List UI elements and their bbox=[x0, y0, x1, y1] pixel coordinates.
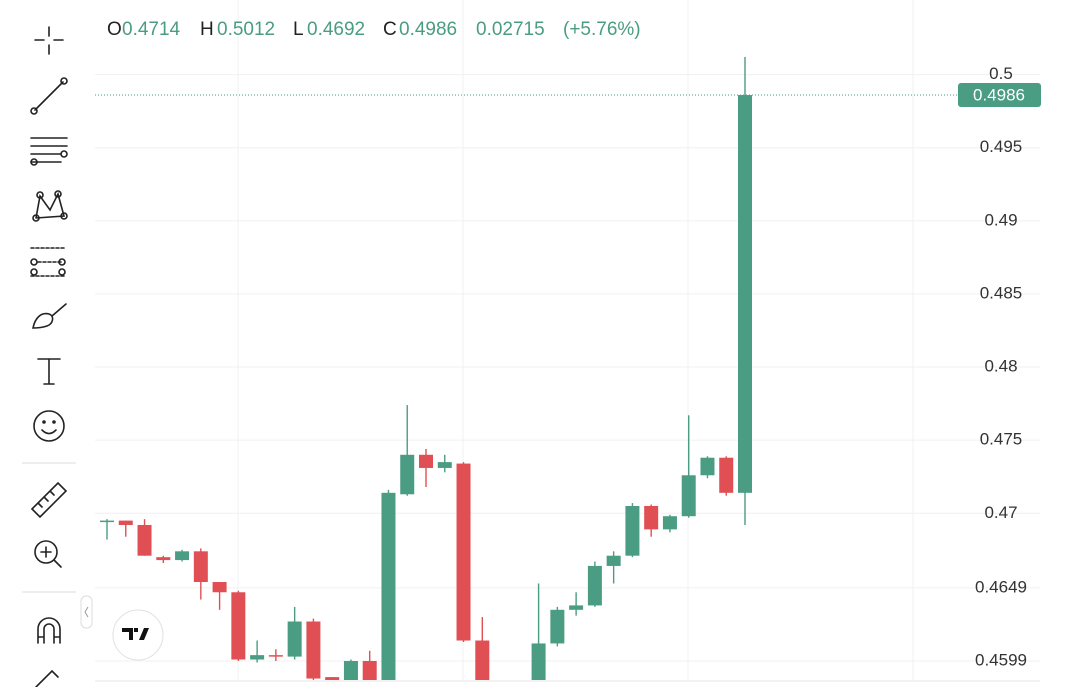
candle-body bbox=[531, 643, 546, 680]
candle-body bbox=[306, 621, 321, 679]
legend-label: H bbox=[200, 19, 214, 40]
candle-body bbox=[137, 524, 152, 556]
candle-body bbox=[250, 655, 265, 660]
legend-change-percent: (+5.76%) bbox=[563, 19, 641, 40]
toolbar bbox=[22, 26, 164, 688]
candle-body bbox=[419, 454, 433, 468]
candle-body bbox=[343, 660, 358, 680]
candle-body bbox=[175, 551, 190, 561]
last-price-label: 0.4986 bbox=[973, 86, 1025, 105]
y-tick-label: 0.495 bbox=[980, 137, 1023, 156]
candle-body bbox=[156, 557, 171, 561]
y-axis: 0.5 0.495 0.49 0.485 0.48 0.475 0.47 0.4649 0.45… bbox=[975, 64, 1027, 669]
candle-body bbox=[738, 95, 752, 493]
candle-body bbox=[287, 621, 302, 657]
legend-label: L bbox=[293, 19, 304, 40]
legend-label: C bbox=[383, 19, 397, 40]
magnet-tool[interactable] bbox=[37, 617, 61, 644]
zoom-tool[interactable] bbox=[34, 540, 62, 568]
candle-body bbox=[550, 609, 565, 644]
y-tick-label: 0.5 bbox=[989, 64, 1013, 83]
candle-body bbox=[212, 582, 227, 593]
candle-body bbox=[625, 505, 640, 556]
emoji-tool[interactable] bbox=[33, 410, 65, 442]
y-tick-label: 0.475 bbox=[980, 430, 1023, 449]
y-tick-label: 0.485 bbox=[980, 283, 1023, 302]
y-tick-label: 0.47 bbox=[984, 503, 1017, 522]
crosshair-tool[interactable] bbox=[34, 26, 64, 55]
candle-body bbox=[400, 454, 415, 495]
last-price-tag bbox=[958, 83, 1041, 108]
legend-value: 0.5012 bbox=[217, 19, 275, 40]
text-tool[interactable] bbox=[37, 358, 61, 385]
fib-tool[interactable] bbox=[30, 137, 68, 166]
trendline-tool[interactable] bbox=[30, 77, 68, 115]
candle-body bbox=[193, 551, 208, 583]
ruler-tool[interactable] bbox=[30, 481, 68, 519]
y-tick-label: 0.4649 bbox=[975, 577, 1027, 596]
candle-body bbox=[569, 605, 584, 610]
collapse-handle[interactable] bbox=[80, 595, 93, 629]
candle-body bbox=[100, 520, 114, 523]
ohlc-legend: O 0.4714 H 0.5012 L 0.4692 C 0.4986 0.02… bbox=[107, 19, 641, 40]
candle-body bbox=[644, 505, 659, 530]
legend-value: 0.4714 bbox=[122, 19, 181, 40]
y-tick-label: 0.49 bbox=[984, 210, 1017, 229]
lock-tool[interactable] bbox=[35, 669, 59, 688]
y-tick-label: 0.48 bbox=[984, 357, 1017, 376]
candle-body bbox=[118, 520, 133, 525]
candle-body bbox=[475, 640, 490, 680]
candle-body bbox=[700, 457, 715, 476]
pattern-tool[interactable] bbox=[32, 190, 68, 222]
brush-tool[interactable] bbox=[32, 303, 67, 329]
candles bbox=[100, 57, 752, 680]
candle-body bbox=[325, 677, 340, 680]
y-tick-label: 0.4599 bbox=[975, 650, 1027, 669]
candle-body bbox=[662, 516, 677, 530]
grid bbox=[95, 0, 1040, 682]
legend-change: 0.02715 bbox=[476, 19, 545, 40]
candle-body bbox=[456, 463, 471, 641]
candle-body bbox=[381, 492, 396, 680]
logo[interactable] bbox=[112, 609, 164, 661]
candle-body bbox=[681, 475, 696, 517]
legend-label: O bbox=[107, 19, 122, 40]
candle-body bbox=[437, 462, 452, 468]
collapse-arrow bbox=[84, 606, 89, 618]
forecast-tool[interactable] bbox=[30, 247, 66, 277]
candle-body bbox=[231, 592, 246, 660]
legend-value: 0.4692 bbox=[307, 19, 365, 40]
logo-mark bbox=[122, 628, 149, 640]
candle-body bbox=[268, 655, 283, 657]
candle-body bbox=[719, 457, 734, 493]
candle-body bbox=[362, 660, 377, 680]
candle-body bbox=[606, 555, 621, 566]
candle-body bbox=[587, 565, 602, 606]
legend-value: 0.4986 bbox=[399, 19, 457, 40]
